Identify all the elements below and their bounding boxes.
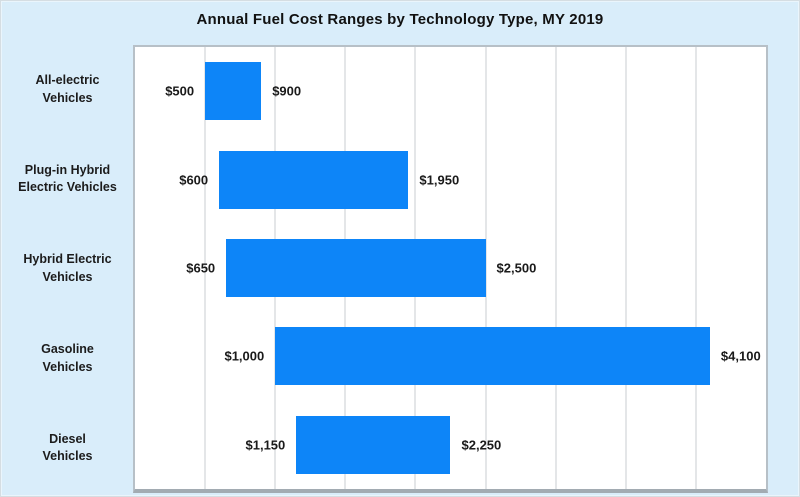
- category-label-line: Hybrid Electric: [23, 252, 112, 267]
- category-label-line: Plug-in Hybrid: [24, 162, 111, 177]
- category-axis: All-electric Vehicles Plug-in Hybrid Electr…: [2, 45, 133, 493]
- category-label-line: Vehicles: [42, 90, 93, 105]
- plot-area: $500 $900 $600 $1,950 $650 $2,500 $1,000 $4,100…: [133, 45, 768, 493]
- chart-row: $1,150 $2,250: [135, 401, 766, 489]
- max-value-label: $2,250: [461, 437, 502, 453]
- category-label: Plug-in Hybrid Electric Vehicles: [2, 135, 133, 225]
- max-value-label: $900: [272, 83, 302, 99]
- max-value-label: $4,100: [720, 348, 761, 364]
- category-label-line: Vehicles: [42, 269, 93, 284]
- chart-row: $600 $1,950: [135, 135, 766, 223]
- category-label-line: Vehicles: [42, 359, 93, 374]
- category-label-line: Gasoline: [41, 342, 94, 357]
- max-value-label: $2,500: [496, 260, 537, 276]
- min-value-label: $650: [186, 260, 216, 276]
- chart-title: Annual Fuel Cost Ranges by Technology Ty…: [196, 11, 604, 28]
- range-bar: [205, 62, 262, 121]
- gridline: [554, 47, 557, 489]
- category-label-line: Vehicles: [42, 449, 93, 464]
- range-bar: [226, 239, 486, 298]
- chart-row: $650 $2,500: [135, 224, 766, 312]
- gridline: [694, 47, 697, 489]
- gridline: [204, 47, 207, 489]
- category-label: Diesel Vehicles: [2, 403, 133, 493]
- chart-row: $1,000 $4,100: [135, 312, 766, 400]
- min-value-label: $500: [165, 83, 195, 99]
- range-bar: [275, 327, 710, 386]
- min-value-label: $600: [179, 172, 209, 188]
- category-label-line: All-electric: [35, 73, 100, 88]
- category-label: Hybrid Electric Vehicles: [2, 224, 133, 314]
- category-label-line: Diesel: [49, 431, 86, 446]
- min-value-label: $1,150: [245, 437, 286, 453]
- max-value-label: $1,950: [419, 172, 460, 188]
- gridline: [624, 47, 627, 489]
- chart-row: $500 $900: [135, 47, 766, 135]
- range-bar: [219, 150, 409, 209]
- category-label: Gasoline Vehicles: [2, 314, 133, 404]
- gridline: [484, 47, 487, 489]
- range-bar: [296, 415, 451, 474]
- category-label: All-electric Vehicles: [2, 45, 133, 135]
- category-label-line: Electric Vehicles: [18, 180, 117, 195]
- min-value-label: $1,000: [224, 348, 265, 364]
